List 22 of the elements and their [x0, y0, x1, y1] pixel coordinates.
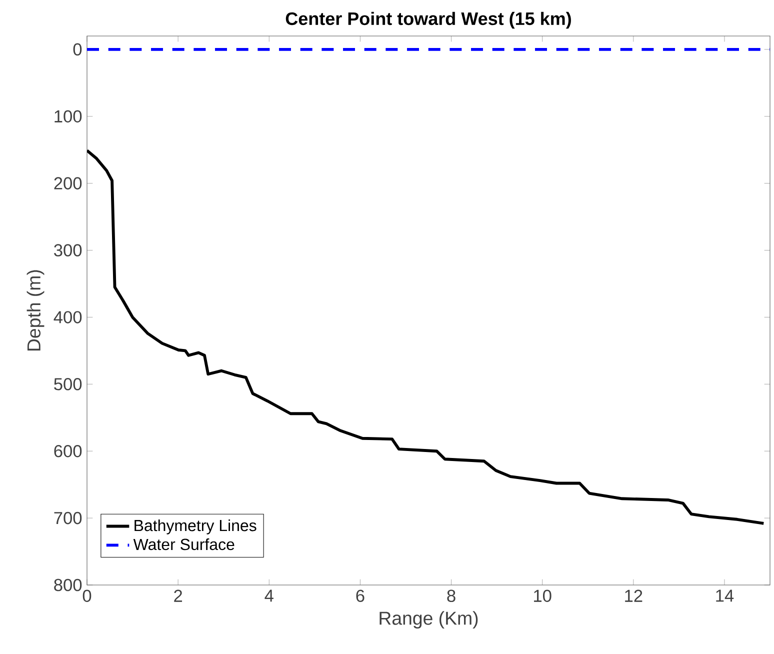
x-tick-label: 14: [716, 590, 734, 602]
x-tick-label: 4: [264, 590, 274, 602]
legend-label: Water Surface: [133, 538, 234, 550]
y-tick-label: 700: [54, 512, 82, 524]
x-tick-label: 6: [356, 590, 364, 602]
y-tick-label: 100: [54, 110, 82, 122]
y-tick-label: 600: [54, 444, 82, 458]
y-tick-label: 0: [73, 43, 82, 56]
x-tick-label: 2: [174, 590, 182, 602]
chart-title: Center Point toward West (15 km): [286, 12, 571, 29]
x-tick-label: 0: [82, 590, 92, 602]
x-tick-label: 12: [625, 590, 642, 602]
y-tick-label: 800: [54, 578, 82, 592]
y-axis-title: Depth (m): [26, 270, 44, 350]
x-tick-label: 8: [447, 590, 456, 602]
legend-label: Bathymetry Lines: [134, 519, 256, 534]
x-tick-label: 10: [534, 590, 552, 602]
y-tick-label: 300: [54, 244, 82, 256]
y-tick-label: 400: [54, 311, 82, 324]
x-axis-title: Range (Km): [380, 611, 478, 629]
y-tick-label: 200: [54, 177, 82, 190]
y-tick-label: 500: [54, 378, 82, 390]
